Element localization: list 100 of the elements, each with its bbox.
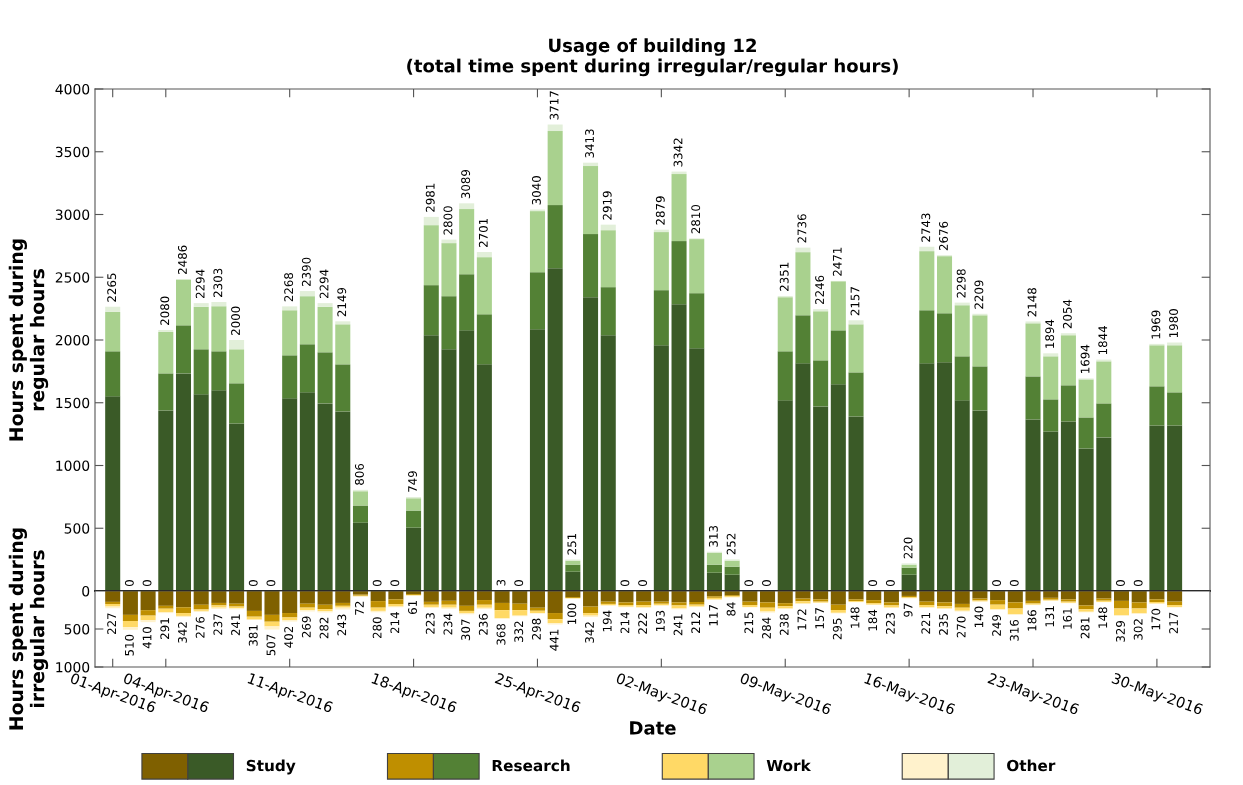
total-label: 269 (301, 616, 311, 638)
total-label: 212 (691, 612, 700, 633)
total-label: 2149 (337, 287, 347, 317)
text: 0 (744, 580, 754, 587)
total-label: 1694 (1080, 344, 1090, 373)
total-label: 193 (655, 610, 665, 632)
total-label: 2148 (1027, 288, 1037, 317)
total-label: 2054 (1062, 299, 1072, 329)
total-label: 2303 (213, 268, 223, 297)
total-label: 100 (567, 603, 577, 624)
total-label: 72 (354, 601, 364, 615)
total-label: 172 (797, 609, 807, 630)
total-label: 148 (1098, 607, 1108, 628)
total-label: 298 (531, 618, 541, 640)
total-label: 1980 (1169, 309, 1179, 338)
total-label: 161 (1062, 608, 1072, 629)
chart-title: Usage of building 12 (total time spent during irregular/regular hours) (407, 38, 898, 77)
total-label: 2743 (921, 213, 931, 242)
total-label: 223 (425, 613, 435, 634)
total-label: 2080 (160, 296, 170, 325)
total-label: 329 (1116, 621, 1125, 642)
total-label: 238 (779, 614, 789, 635)
total-label: 234 (443, 613, 453, 635)
total-label: 214 (620, 612, 630, 634)
text: 0 (868, 580, 878, 587)
total-label: 3040 (531, 176, 541, 205)
total-label: 316 (1009, 619, 1019, 641)
total-label: 2486 (177, 245, 187, 274)
total-label: 307 (461, 619, 471, 641)
total-label: 235 (939, 614, 948, 635)
total-label: 2265 (107, 273, 117, 302)
total-label: 241 (231, 614, 240, 636)
legend-label: Work (766, 759, 812, 772)
y-tick-label: 4000 (55, 83, 90, 95)
y-tick-label: 1000 (56, 661, 90, 673)
total-label: 295 (832, 618, 842, 640)
total-label: 510 (124, 634, 134, 656)
x-axis-title: Date (630, 721, 676, 735)
total-label: 441 (549, 629, 559, 651)
y-tick-label: 1500 (56, 397, 90, 409)
y-tick-label: 500 (64, 623, 90, 635)
total-label: 2268 (284, 272, 294, 302)
y-tick-label: 3000 (55, 209, 90, 220)
total-label: 280 (372, 617, 382, 639)
legend-label: Research (492, 759, 570, 772)
text: 0 (1009, 580, 1019, 587)
total-label: 381 (248, 625, 258, 646)
total-label: 2209 (974, 280, 984, 309)
total-label: 282 (319, 617, 329, 639)
total-label: 148 (850, 607, 860, 628)
total-label: 3342 (673, 138, 683, 167)
y-axis-title: Hours spent during irregular hours (8, 528, 49, 730)
text: 0 (1133, 580, 1143, 587)
y-tick-label: 2500 (55, 272, 90, 283)
text: 0 (638, 580, 648, 587)
total-label: 3089 (461, 169, 471, 199)
y-tick-label: 2000 (55, 334, 90, 346)
total-label: 276 (195, 616, 205, 638)
total-label: 223 (885, 613, 895, 634)
total-label: 241 (673, 614, 683, 636)
text: 0 (885, 580, 895, 587)
total-label: 222 (638, 613, 647, 634)
total-label: 2390 (301, 257, 311, 287)
total-label: 61 (408, 600, 417, 614)
total-label: 140 (974, 606, 984, 628)
total-label: 131 (1045, 606, 1055, 627)
total-label: 237 (213, 614, 223, 635)
total-label: 2246 (815, 275, 825, 305)
total-label: 227 (107, 613, 116, 635)
total-label: 236 (478, 613, 488, 635)
total-label: 2298 (956, 269, 966, 298)
text: 0 (1116, 580, 1125, 587)
total-label: 2879 (655, 196, 665, 225)
total-label: 2294 (195, 269, 205, 299)
total-label: 251 (567, 533, 577, 555)
total-label: 221 (921, 613, 931, 634)
total-label: 2736 (797, 214, 807, 243)
text: 0 (390, 580, 400, 587)
y-tick-label: 0 (82, 585, 90, 597)
total-label: 3717 (549, 91, 559, 120)
total-label: 184 (868, 609, 878, 631)
total-label: 252 (726, 533, 736, 555)
total-label: 2919 (602, 191, 612, 220)
total-label: 368 (496, 623, 506, 645)
y-tick-label: 500 (64, 523, 90, 534)
text: 0 (266, 580, 276, 587)
y-tick-label: 3500 (55, 146, 90, 158)
total-label: 749 (408, 471, 417, 492)
y-axis-title: Hours spent during regular hours (8, 239, 49, 441)
total-label: 1969 (1151, 310, 1161, 339)
total-label: 2676 (939, 221, 948, 251)
total-label: 281 (1080, 617, 1090, 639)
total-label: 1844 (1098, 326, 1108, 355)
total-label: 3413 (585, 129, 594, 158)
total-label: 2800 (443, 206, 453, 235)
total-label: 302 (1133, 619, 1143, 640)
total-label: 3 (496, 579, 506, 586)
total-label: 214 (390, 612, 400, 634)
y-tick-label: 1000 (56, 460, 90, 471)
total-label: 249 (992, 614, 1002, 636)
